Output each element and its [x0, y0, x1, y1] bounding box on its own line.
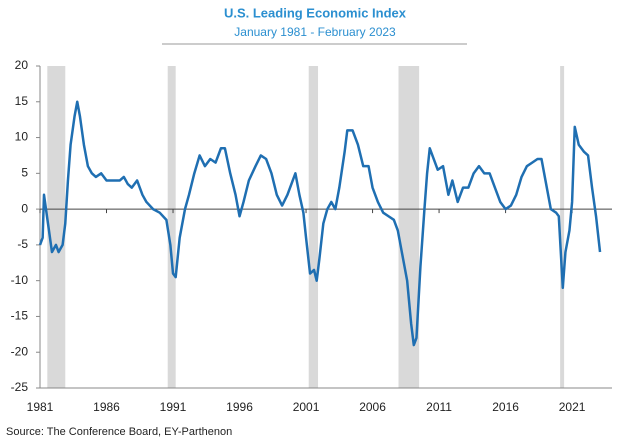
recession-band [47, 66, 66, 388]
recession-band [398, 66, 420, 388]
x-tick-label: 2001 [293, 400, 320, 414]
x-tick-label: 1996 [226, 400, 253, 414]
source: Source: The Conference Board, EY-Parthen… [6, 426, 232, 438]
recession-band [167, 66, 176, 388]
y-tick-label: 15 [15, 94, 29, 108]
x-tick-label: 1986 [93, 400, 120, 414]
chart-subtitle: January 1981 - February 2023 [234, 25, 396, 39]
recession-band [560, 66, 565, 388]
y-tick-label: -20 [11, 344, 29, 358]
chart-title: U.S. Leading Economic Index [224, 5, 407, 20]
y-tick-label: -5 [17, 237, 28, 251]
x-tick-label: 2011 [426, 400, 452, 414]
y-tick-label: 0 [21, 201, 28, 215]
x-tick-label: 1981 [27, 400, 54, 414]
y-tick-label: 5 [21, 166, 28, 180]
y-tick-label: 20 [15, 58, 29, 72]
y-tick-label: -10 [11, 273, 29, 287]
x-tick-label: 2016 [492, 400, 519, 414]
y-tick-label: -15 [11, 309, 29, 323]
y-tick-label: 10 [15, 130, 29, 144]
y-tick-label: -25 [11, 380, 29, 394]
x-tick-label: 2006 [359, 400, 386, 414]
x-tick-label: 1991 [160, 400, 187, 414]
series-line [38, 100, 602, 347]
recession-band [308, 66, 319, 388]
x-tick-label: 2021 [559, 400, 586, 414]
